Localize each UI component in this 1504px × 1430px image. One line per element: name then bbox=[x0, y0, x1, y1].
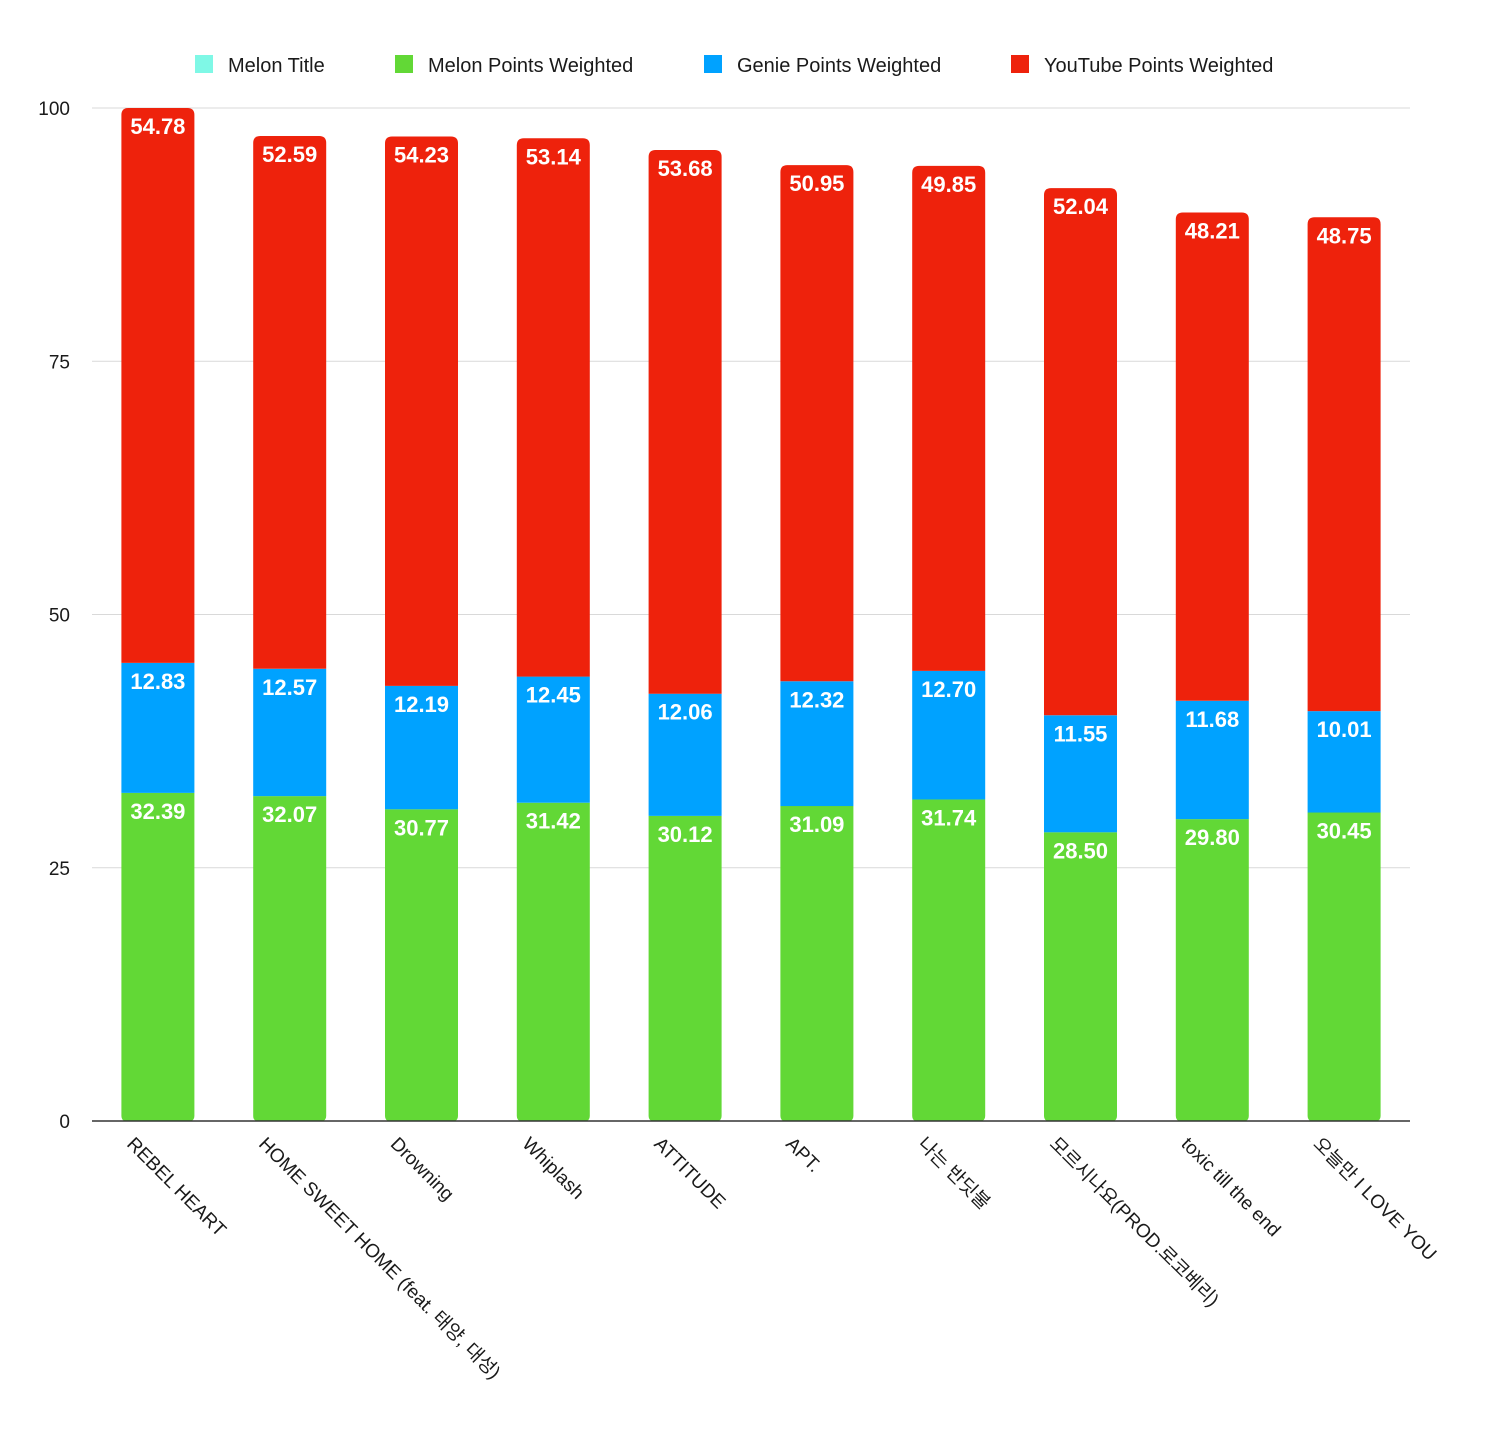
bar-segment-10-3 bbox=[1307, 217, 1381, 712]
y-tick-label-75: 75 bbox=[49, 352, 70, 373]
bar-segment-2-2 bbox=[253, 668, 327, 797]
data-label-4-2: 12.45 bbox=[526, 683, 581, 708]
value-labels: 32.39 12.83 54.78 32.07 12.57 52.59 30.77 12.19… bbox=[130, 114, 1371, 863]
data-label-8-3: 52.04 bbox=[1053, 194, 1109, 219]
data-label-9-1: 29.80 bbox=[1185, 825, 1240, 850]
bar-segment-6-3 bbox=[780, 165, 854, 682]
data-label-2-1: 32.07 bbox=[262, 802, 317, 827]
y-tick-label-0: 0 bbox=[59, 1112, 70, 1133]
bar-segment-2-1 bbox=[253, 796, 327, 1121]
data-label-6-1: 31.09 bbox=[789, 812, 844, 837]
data-label-4-3: 53.14 bbox=[526, 144, 582, 169]
bar-segment-8-1 bbox=[1044, 832, 1117, 1121]
bar-segment-4-3 bbox=[516, 138, 590, 677]
y-tick-label-100: 100 bbox=[38, 99, 70, 120]
bar-segment-1-3 bbox=[121, 108, 195, 663]
x-axis: REBEL HEART HOME SWEET HOME (feat. 태양, 대성… bbox=[92, 1120, 1441, 1384]
legend-label-4: YouTube Points Weighted bbox=[1044, 55, 1273, 77]
data-label-1-3: 54.78 bbox=[130, 114, 185, 139]
bar-segment-8-2 bbox=[1044, 715, 1117, 833]
data-label-8-2: 11.55 bbox=[1054, 721, 1108, 746]
bar-segment-7-1 bbox=[912, 799, 986, 1121]
bar-segment-2-3 bbox=[253, 136, 327, 669]
data-label-9-3: 48.21 bbox=[1185, 218, 1240, 243]
bar-segment-9-1 bbox=[1175, 819, 1249, 1121]
data-label-3-2: 12.19 bbox=[394, 692, 449, 717]
data-label-2-3: 52.59 bbox=[262, 142, 317, 167]
bar-segment-3-2 bbox=[385, 685, 458, 810]
bar-segment-1-1 bbox=[121, 792, 195, 1121]
legend-label-1: Melon Title bbox=[228, 55, 325, 77]
bar-segment-10-2 bbox=[1307, 711, 1381, 813]
data-label-7-1: 31.74 bbox=[921, 805, 977, 830]
data-label-5-1: 30.12 bbox=[658, 822, 713, 847]
bar-segment-7-2 bbox=[912, 670, 986, 800]
bar-segment-7-3 bbox=[912, 165, 986, 671]
data-label-5-2: 12.06 bbox=[658, 700, 713, 725]
data-label-8-1: 28.50 bbox=[1053, 838, 1108, 863]
legend-label-3: Genie Points Weighted bbox=[737, 55, 941, 77]
bar-segment-5-1 bbox=[648, 815, 722, 1121]
data-label-7-2: 12.70 bbox=[921, 677, 976, 702]
data-label-1-2: 12.83 bbox=[130, 669, 185, 694]
bar-segment-5-2 bbox=[648, 693, 722, 816]
legend-label-2: Melon Points Weighted bbox=[428, 55, 633, 77]
data-label-6-3: 50.95 bbox=[789, 171, 844, 196]
data-label-5-3: 53.68 bbox=[658, 156, 713, 181]
legend-swatch-4 bbox=[1011, 55, 1029, 73]
y-axis: 0 25 50 75 100 bbox=[38, 99, 70, 1133]
bar-segment-6-2 bbox=[780, 681, 854, 807]
bars bbox=[121, 108, 1381, 1121]
legend-swatch-2 bbox=[395, 55, 413, 73]
bar-segment-10-1 bbox=[1307, 812, 1381, 1121]
data-label-6-2: 12.32 bbox=[789, 687, 844, 712]
data-label-10-2: 10.01 bbox=[1317, 717, 1372, 742]
bar-segment-5-3 bbox=[648, 149, 722, 694]
x-tick-label-1: REBEL HEART bbox=[122, 1134, 230, 1242]
x-tick-label-9: toxic till the end bbox=[1177, 1134, 1284, 1241]
data-label-3-3: 54.23 bbox=[394, 142, 449, 167]
y-tick-label-50: 50 bbox=[49, 606, 70, 627]
data-label-10-3: 48.75 bbox=[1317, 223, 1372, 248]
data-label-3-1: 30.77 bbox=[394, 815, 449, 840]
data-label-9-2: 11.68 bbox=[1185, 707, 1239, 732]
data-label-1-1: 32.39 bbox=[130, 799, 185, 824]
data-label-2-2: 12.57 bbox=[262, 675, 317, 700]
bar-segment-8-3 bbox=[1044, 188, 1117, 716]
x-tick-label-5: ATTITUDE bbox=[650, 1134, 730, 1214]
y-tick-label-25: 25 bbox=[49, 859, 70, 880]
bar-segment-1-2 bbox=[121, 662, 195, 793]
data-label-4-1: 31.42 bbox=[526, 809, 581, 834]
bar-segment-3-1 bbox=[385, 809, 458, 1121]
bar-segment-6-1 bbox=[780, 806, 854, 1121]
legend-swatch-3 bbox=[704, 55, 722, 73]
x-tick-label-7: 나는 반딧불 bbox=[913, 1133, 994, 1214]
x-tick-label-2: HOME SWEET HOME (feat. 태양, 대성) bbox=[254, 1133, 505, 1384]
x-tick-label-4: Whiplash bbox=[518, 1134, 588, 1204]
x-tick-label-10: 오늘만 I LOVE YOU bbox=[1309, 1133, 1441, 1265]
bar-segment-9-3 bbox=[1175, 212, 1249, 701]
data-label-10-1: 30.45 bbox=[1317, 819, 1372, 844]
data-label-7-3: 49.85 bbox=[921, 172, 976, 197]
bar-segment-9-2 bbox=[1175, 700, 1249, 820]
legend: Melon Title Melon Points Weighted Genie Po… bbox=[195, 55, 1273, 77]
bar-segment-4-2 bbox=[516, 676, 590, 803]
x-tick-label-6: APT. bbox=[781, 1134, 824, 1177]
legend-swatch-1 bbox=[195, 55, 213, 73]
bar-segment-4-1 bbox=[516, 802, 590, 1121]
x-tick-label-3: Drowning bbox=[386, 1134, 458, 1206]
bar-segment-3-3 bbox=[385, 136, 458, 686]
